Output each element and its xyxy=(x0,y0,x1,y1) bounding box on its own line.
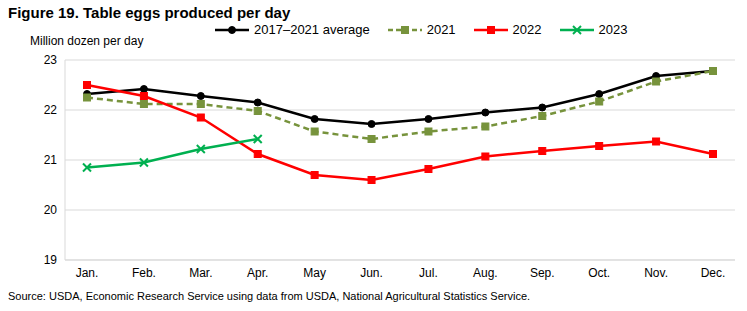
svg-text:21: 21 xyxy=(44,153,58,167)
svg-text:Jun.: Jun. xyxy=(360,266,383,280)
html-text:2021: 2021 xyxy=(426,22,456,37)
svg-text:Apr.: Apr. xyxy=(247,266,268,280)
html-text:2022: 2022 xyxy=(512,22,542,37)
svg-text:Mar.: Mar. xyxy=(189,266,212,280)
html-text:2017–2021 average: 2017–2021 average xyxy=(254,22,370,37)
html-text:Million dozen per day: Million dozen per day xyxy=(30,34,144,48)
svg-text:Jul.: Jul. xyxy=(419,266,438,280)
svg-text:22: 22 xyxy=(44,103,58,117)
svg-text:Feb.: Feb. xyxy=(132,266,156,280)
svg-text:Dec.: Dec. xyxy=(701,266,726,280)
svg-text:20: 20 xyxy=(44,203,58,217)
svg-text:23: 23 xyxy=(44,53,58,67)
svg-text:Oct.: Oct. xyxy=(588,266,610,280)
svg-text:Nov.: Nov. xyxy=(644,266,668,280)
svg-text:Jan.: Jan. xyxy=(76,266,99,280)
svg-text:Aug.: Aug. xyxy=(473,266,498,280)
svg-text:19: 19 xyxy=(44,253,58,267)
html-text:Source: USDA, Economic Researc: Source: USDA, Economic Research Service … xyxy=(8,290,531,302)
html-text:Figure 19. Table eggs produced: Figure 19. Table eggs produced per day xyxy=(8,4,291,21)
html-text:2023: 2023 xyxy=(598,22,628,37)
svg-text:Sep.: Sep. xyxy=(530,266,555,280)
svg-text:May: May xyxy=(303,266,326,280)
